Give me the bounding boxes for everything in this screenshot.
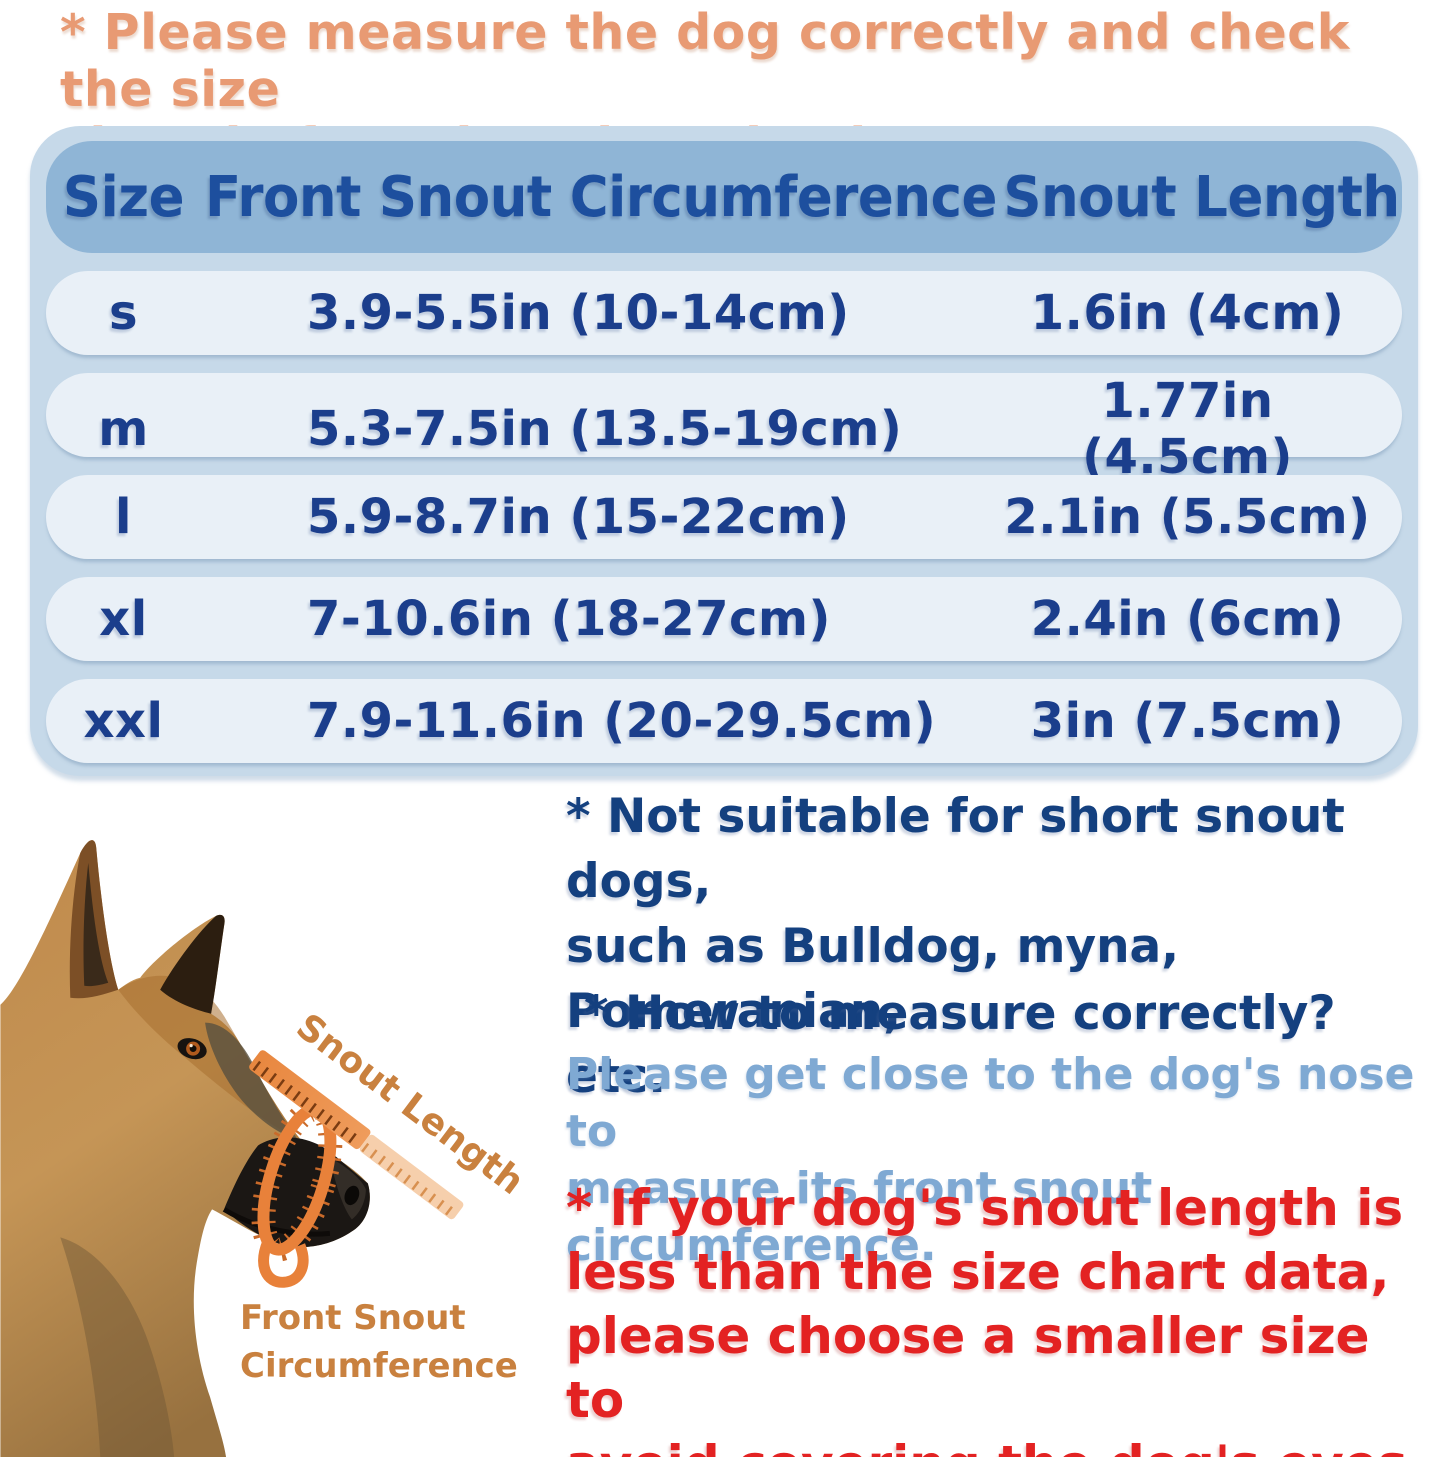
note-line: less than the size chart data, [566,1243,1390,1301]
table-row: m 5.3-7.5in (13.5-19cm) 1.77in (4.5cm) [46,373,1402,485]
note-line: such as Bulldog, myna, Pomeranian, [566,919,1180,1039]
tape-loop [258,1239,309,1288]
cell-snout-length: 2.1in (5.5cm) [1004,489,1371,545]
cell-snout-length: 1.6in (4cm) [1030,285,1345,341]
cell-size: m [98,401,149,457]
dog-measurement-diagram: Snout Length Front Snout Circumference [0,818,531,1457]
table-row: xxl 7.9-11.6in (20-29.5cm) 3in (7.5cm) [46,679,1402,763]
table-row: l 5.9-8.7in (15-22cm) 2.1in (5.5cm) [46,475,1402,559]
neck-fur-shading [60,1237,175,1457]
note-line: etc. [566,1049,667,1104]
snout-length-ruler [249,1050,464,1220]
how-to-measure-heading: * How to measure correctly? [584,986,1336,1041]
how-to-measure-body: Please get close to the dog's nose to me… [566,1046,1445,1274]
dog-nose-highlight [329,1157,366,1220]
cell-circumference: 3.9-5.5in (10-14cm) [307,285,850,341]
note-line: avoid covering the dog's eyes. [566,1432,1445,1457]
size-table: Size Front Snout Circumference Snout Len… [30,126,1418,776]
dog-mouth-line [222,1207,331,1237]
table-header-row: Size Front Snout Circumference Snout Len… [46,141,1402,253]
note-not-suitable: * Not suitable for short snout dogs, suc… [566,784,1445,1109]
dog-photo: Snout Length Front Snout Circumference [0,840,531,1457]
header-size: Size [62,164,185,230]
dog-eye-glint [189,1044,193,1048]
note-line: measure its front snout circumference. [566,1163,1153,1271]
top-note-line: * Please measure the dog correctly and c… [60,4,1350,118]
face-shading [205,1022,298,1140]
cell-circumference: 5.3-7.5in (13.5-19cm) [307,401,903,457]
cell-size: l [115,489,132,545]
note-line: Please get close to the dog's nose to [566,1049,1415,1157]
cell-circumference: 7.9-11.6in (20-29.5cm) [307,693,937,749]
warning-note: * If your dog's snout length is less tha… [566,1176,1445,1457]
table-row: s 3.9-5.5in (10-14cm) 1.6in (4cm) [46,271,1402,355]
header-circumference: Front Snout Circumference [205,164,997,230]
dog-nostril [344,1185,360,1206]
cell-circumference: 7-10.6in (18-27cm) [307,591,831,647]
cell-snout-length: 3in (7.5cm) [1030,693,1345,749]
note-line: * Not suitable for short snout dogs, [566,789,1345,909]
header-snout-length: Snout Length [1003,164,1400,230]
cell-size: xxl [83,693,164,749]
cell-size: s [108,285,139,341]
circumference-label-line2: Circumference [240,1346,518,1386]
circumference-label-line1: Front Snout [240,1298,466,1338]
dog-ear-front [160,914,225,1014]
cell-snout-length: 1.77in (4.5cm) [1082,373,1293,485]
note-line: * If your dog's snout length is [566,1179,1404,1237]
cell-snout-length: 2.4in (6cm) [1030,591,1345,647]
note-line: please choose a smaller size to [566,1307,1370,1429]
cell-size: xl [99,591,148,647]
cell-circumference: 5.9-8.7in (15-22cm) [307,489,850,545]
dog-ear-back-inner [83,862,109,987]
table-row: xl 7-10.6in (18-27cm) 2.4in (6cm) [46,577,1402,661]
